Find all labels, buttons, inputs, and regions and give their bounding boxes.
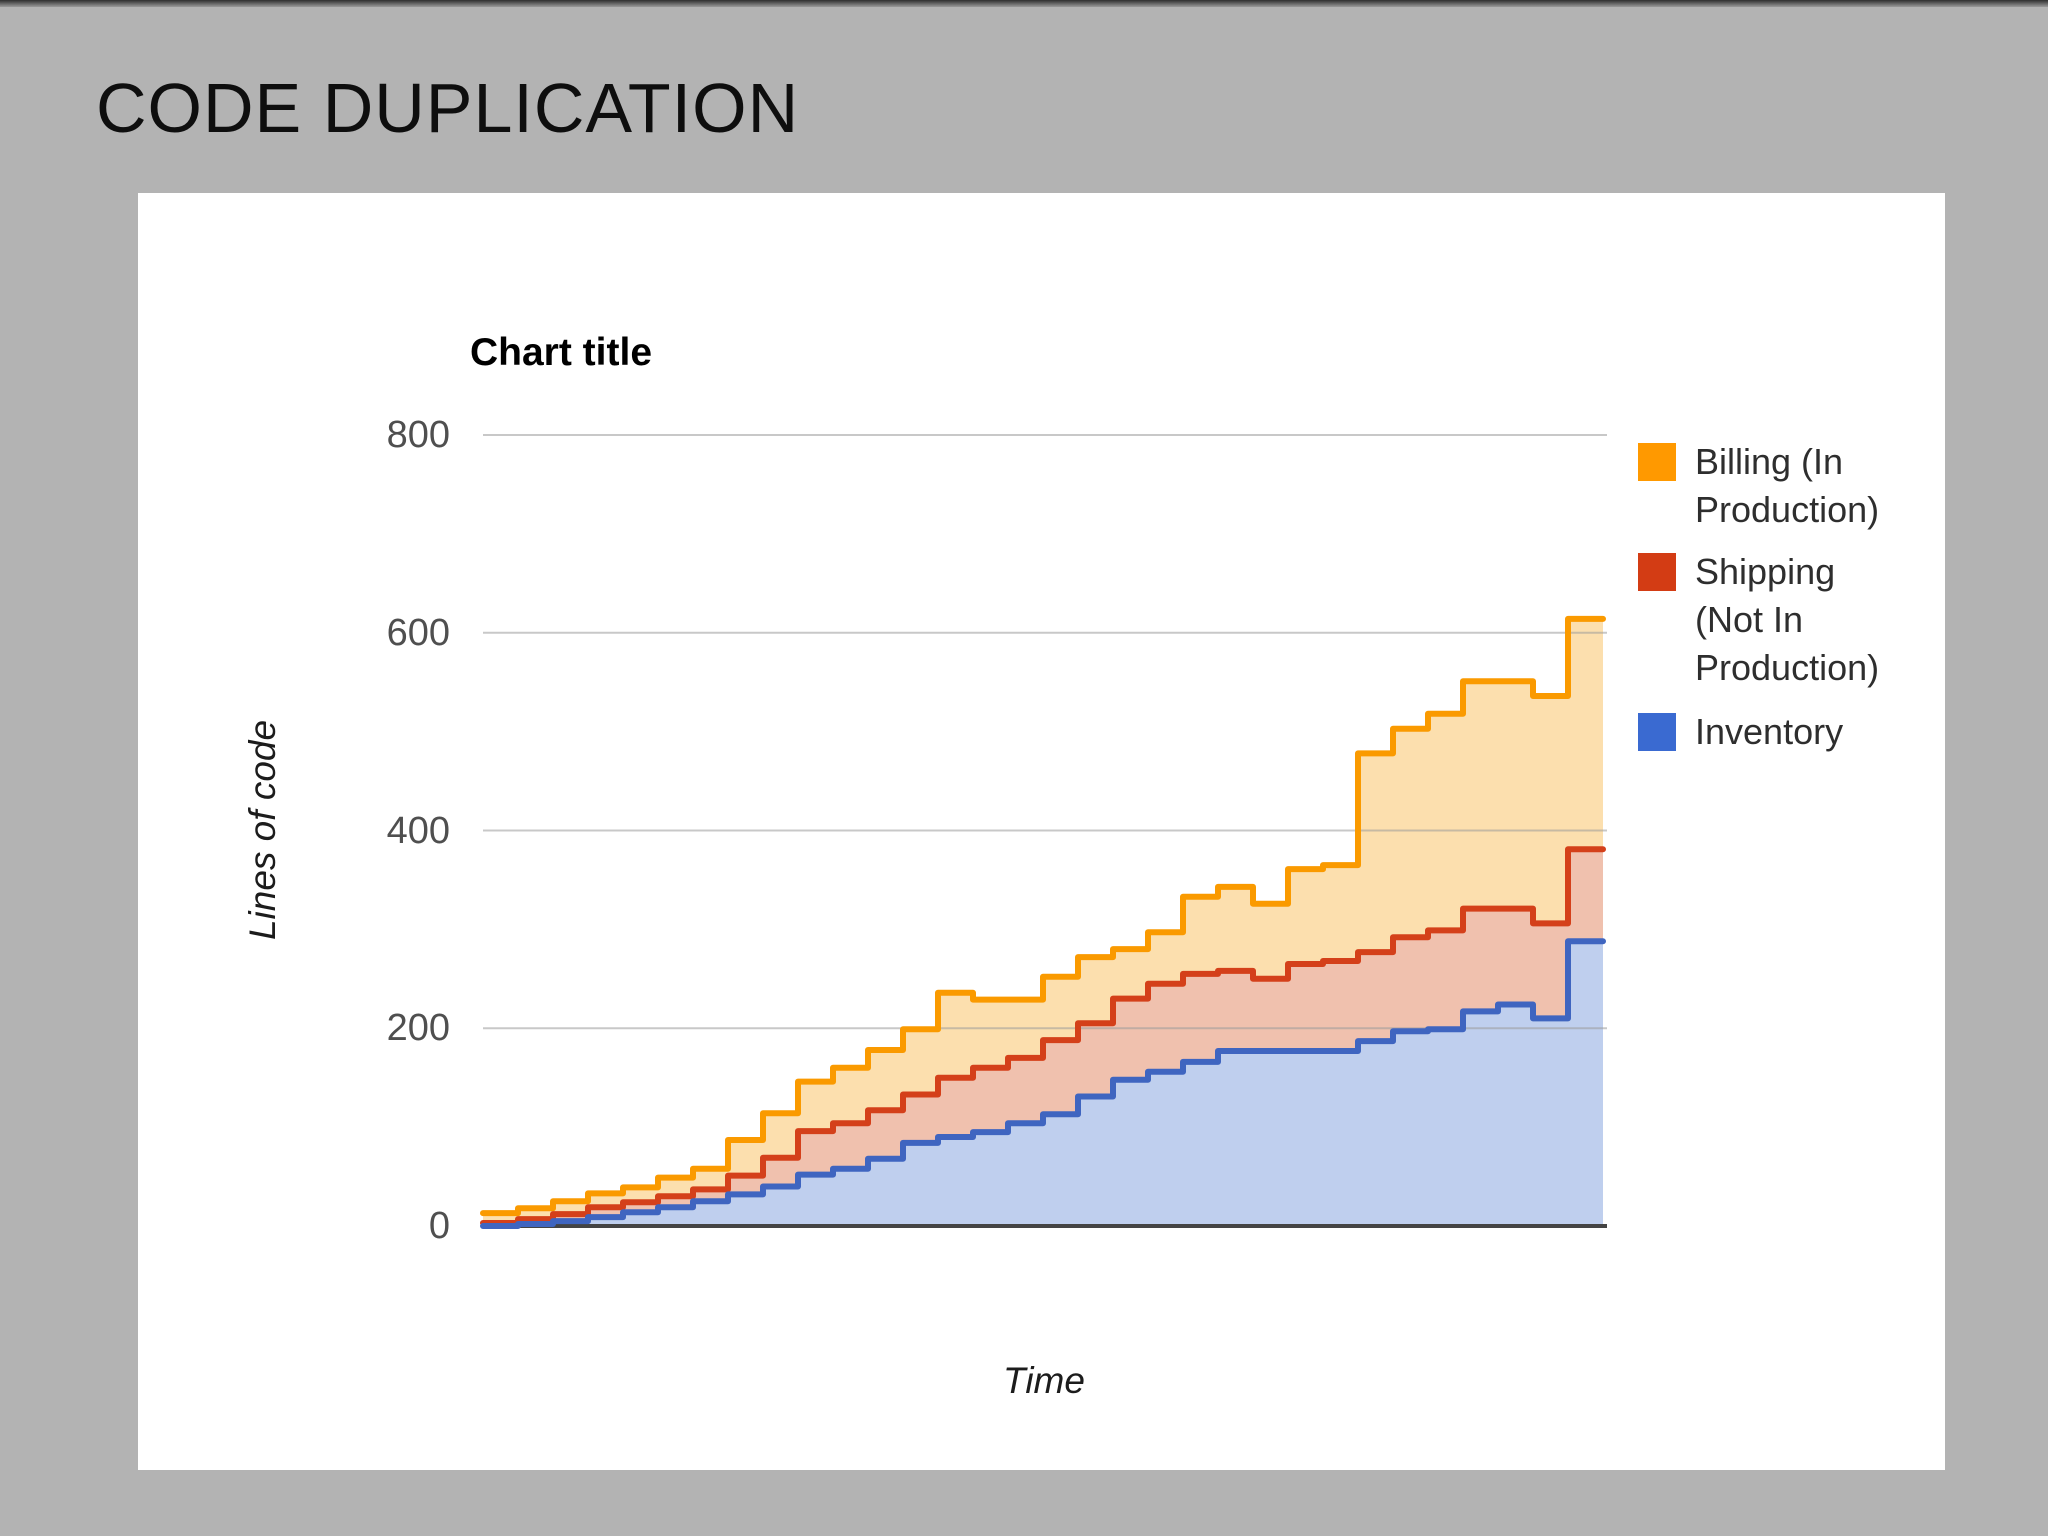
legend-item-inventory: Inventory xyxy=(1638,708,1900,756)
inventory-color-swatch xyxy=(1638,713,1676,751)
chart-panel: Chart title 800 600 400 200 0 Lines of c… xyxy=(138,193,1945,1470)
shipping-color-swatch xyxy=(1638,553,1676,591)
legend-item-shipping: Shipping (Not In Production) xyxy=(1638,548,1900,692)
stepped-area-chart xyxy=(480,434,1607,1229)
x-axis-title: Time xyxy=(1003,1360,1085,1401)
shipping-legend-label: Shipping (Not In Production) xyxy=(1695,551,1880,688)
inventory-line xyxy=(480,938,1606,1229)
inventory-legend-label: Inventory xyxy=(1695,711,1844,752)
billing-color-swatch xyxy=(1638,443,1676,481)
billing-line xyxy=(480,615,1606,1217)
shipping-line xyxy=(480,846,1606,1226)
screen-top-edge xyxy=(0,0,2048,7)
y-tick-label-0: 0 xyxy=(428,1205,450,1247)
billing-legend-label: Billing (In Production) xyxy=(1695,441,1880,530)
y-tick-label-800: 800 xyxy=(386,414,450,456)
y-tick-label-400: 400 xyxy=(386,810,450,852)
y-axis-title: Lines of code xyxy=(242,719,283,941)
slide-title: CODE DUPLICATION xyxy=(96,69,800,147)
y-tick-label-200: 200 xyxy=(386,1007,450,1049)
y-tick-label-600: 600 xyxy=(386,612,450,654)
inventory-area xyxy=(483,941,1603,1226)
chart-title: Chart title xyxy=(470,331,653,374)
legend-item-billing: Billing (In Production) xyxy=(1638,438,1900,534)
